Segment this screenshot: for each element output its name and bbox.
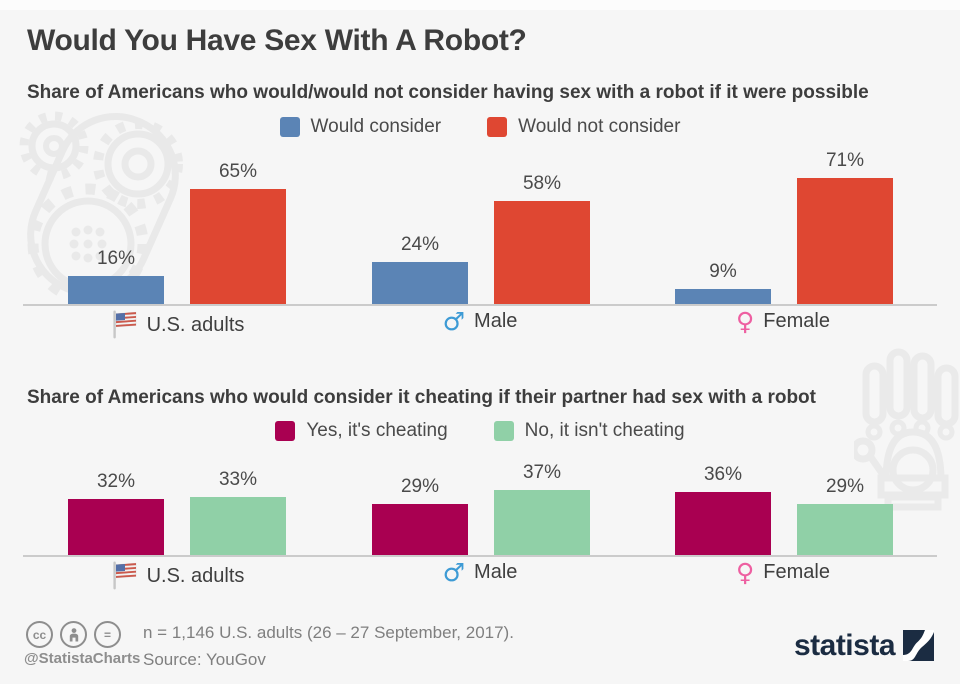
female-icon: ♀ [735, 307, 755, 336]
category-label-male: ♂ Male [360, 560, 600, 585]
legend-label-would-consider: Would consider [310, 116, 442, 137]
category-text-male: Male [474, 561, 518, 583]
statista-wordmark: statista [793, 628, 896, 662]
female-icon: ♀ [735, 558, 755, 587]
bar-yes-it-s-cheating-female [675, 492, 771, 556]
chart2-axis-line [23, 555, 937, 557]
us-flag-icon [112, 310, 136, 339]
chart1-plot-area: 16% 65% 24% 58% 9% 71% [0, 145, 960, 305]
legend-label-yes-it-s-cheating: Yes, it's cheating [306, 420, 448, 441]
bar-value-would-consider-female: 9% [709, 261, 737, 282]
category-text-female: Female [763, 310, 830, 332]
bar-would-consider-female [675, 289, 771, 305]
bar-value-yes-it-s-cheating-u-s-adults: 32% [96, 471, 136, 492]
category-label-female: ♀ Female [663, 560, 903, 585]
attribution-icon [60, 621, 87, 648]
bar-value-no-it-isn-t-cheating-male: 37% [522, 462, 562, 483]
legend-label-would-not-consider: Would not consider [518, 116, 681, 137]
bar-value-would-not-consider-female: 71% [825, 150, 865, 171]
chart2-category-labels: U.S. adults ♂ Male ♀ Female [0, 560, 960, 598]
chart2-plot-area: 32% 33% 29% 37% 36% 29% [0, 450, 960, 556]
bar-value-yes-it-s-cheating-female: 36% [703, 464, 743, 485]
chart2-subtitle: Share of Americans who would consider it… [27, 387, 816, 408]
statista-logo: statista [794, 630, 934, 661]
category-text-female: Female [763, 561, 830, 583]
bar-no-it-isn-t-cheating-male [494, 490, 590, 556]
male-icon: ♂ [442, 558, 466, 587]
sample-note: n = 1,146 U.S. adults (26 – 27 September… [143, 623, 514, 642]
chart1-subtitle: Share of Americans who would/would not c… [27, 82, 869, 103]
person-glyph [69, 627, 78, 641]
male-icon: ♂ [442, 307, 466, 336]
legend-item-yes-it-s-cheating: Yes, it's cheating [275, 420, 448, 442]
chart1-axis-line [23, 304, 937, 306]
category-label-u-s-adults: U.S. adults [57, 309, 297, 341]
license-icons: cc = [26, 621, 121, 648]
bar-would-not-consider-male [494, 201, 590, 305]
bar-would-consider-u-s-adults [68, 276, 164, 305]
category-text-u-s-adults: U.S. adults [146, 313, 245, 336]
bar-no-it-isn-t-cheating-female [797, 504, 893, 556]
legend-swatch-would-consider [279, 117, 300, 137]
bar-value-would-not-consider-u-s-adults: 65% [218, 161, 258, 182]
legend-label-no-it-isn-t-cheating: No, it isn't cheating [524, 420, 685, 441]
bar-value-no-it-isn-t-cheating-female: 29% [825, 476, 865, 497]
bar-value-yes-it-s-cheating-male: 29% [400, 476, 440, 497]
bar-would-consider-male [372, 262, 468, 305]
category-label-u-s-adults: U.S. adults [57, 560, 297, 592]
us-flag-icon [112, 561, 136, 590]
bar-yes-it-s-cheating-male [372, 504, 468, 556]
cc-icon: cc [26, 621, 53, 648]
bar-no-it-isn-t-cheating-u-s-adults [190, 497, 286, 556]
statista-charts-handle: @StatistaCharts [24, 650, 141, 667]
bar-yes-it-s-cheating-u-s-adults [68, 499, 164, 556]
bar-would-not-consider-female [797, 178, 893, 305]
no-derivatives-icon: = [94, 621, 121, 648]
bar-would-not-consider-u-s-adults [190, 189, 286, 305]
category-label-male: ♂ Male [360, 309, 600, 334]
legend-swatch-no-it-isn-t-cheating [493, 421, 514, 441]
legend-item-no-it-isn-t-cheating: No, it isn't cheating [493, 420, 685, 442]
statista-logo-mark-icon [903, 630, 934, 661]
source-note: Source: YouGov [143, 650, 266, 669]
chart2-legend: Yes, it's cheating No, it isn't cheating [0, 417, 960, 445]
legend-swatch-yes-it-s-cheating [275, 421, 296, 441]
category-label-female: ♀ Female [663, 309, 903, 334]
category-text-male: Male [474, 310, 518, 332]
chart1-legend: Would consider Would not consider [0, 113, 960, 141]
bar-value-would-not-consider-male: 58% [522, 173, 562, 194]
legend-item-would-not-consider: Would not consider [487, 116, 680, 138]
bar-value-would-consider-u-s-adults: 16% [96, 248, 136, 269]
bar-value-would-consider-male: 24% [400, 234, 440, 255]
category-text-u-s-adults: U.S. adults [146, 564, 245, 587]
legend-swatch-would-not-consider [487, 117, 508, 137]
page-title: Would You Have Sex With A Robot? [27, 24, 527, 57]
legend-item-would-consider: Would consider [279, 116, 442, 138]
chart1-category-labels: U.S. adults ♂ Male ♀ Female [0, 309, 960, 347]
bar-value-no-it-isn-t-cheating-u-s-adults: 33% [218, 469, 258, 490]
